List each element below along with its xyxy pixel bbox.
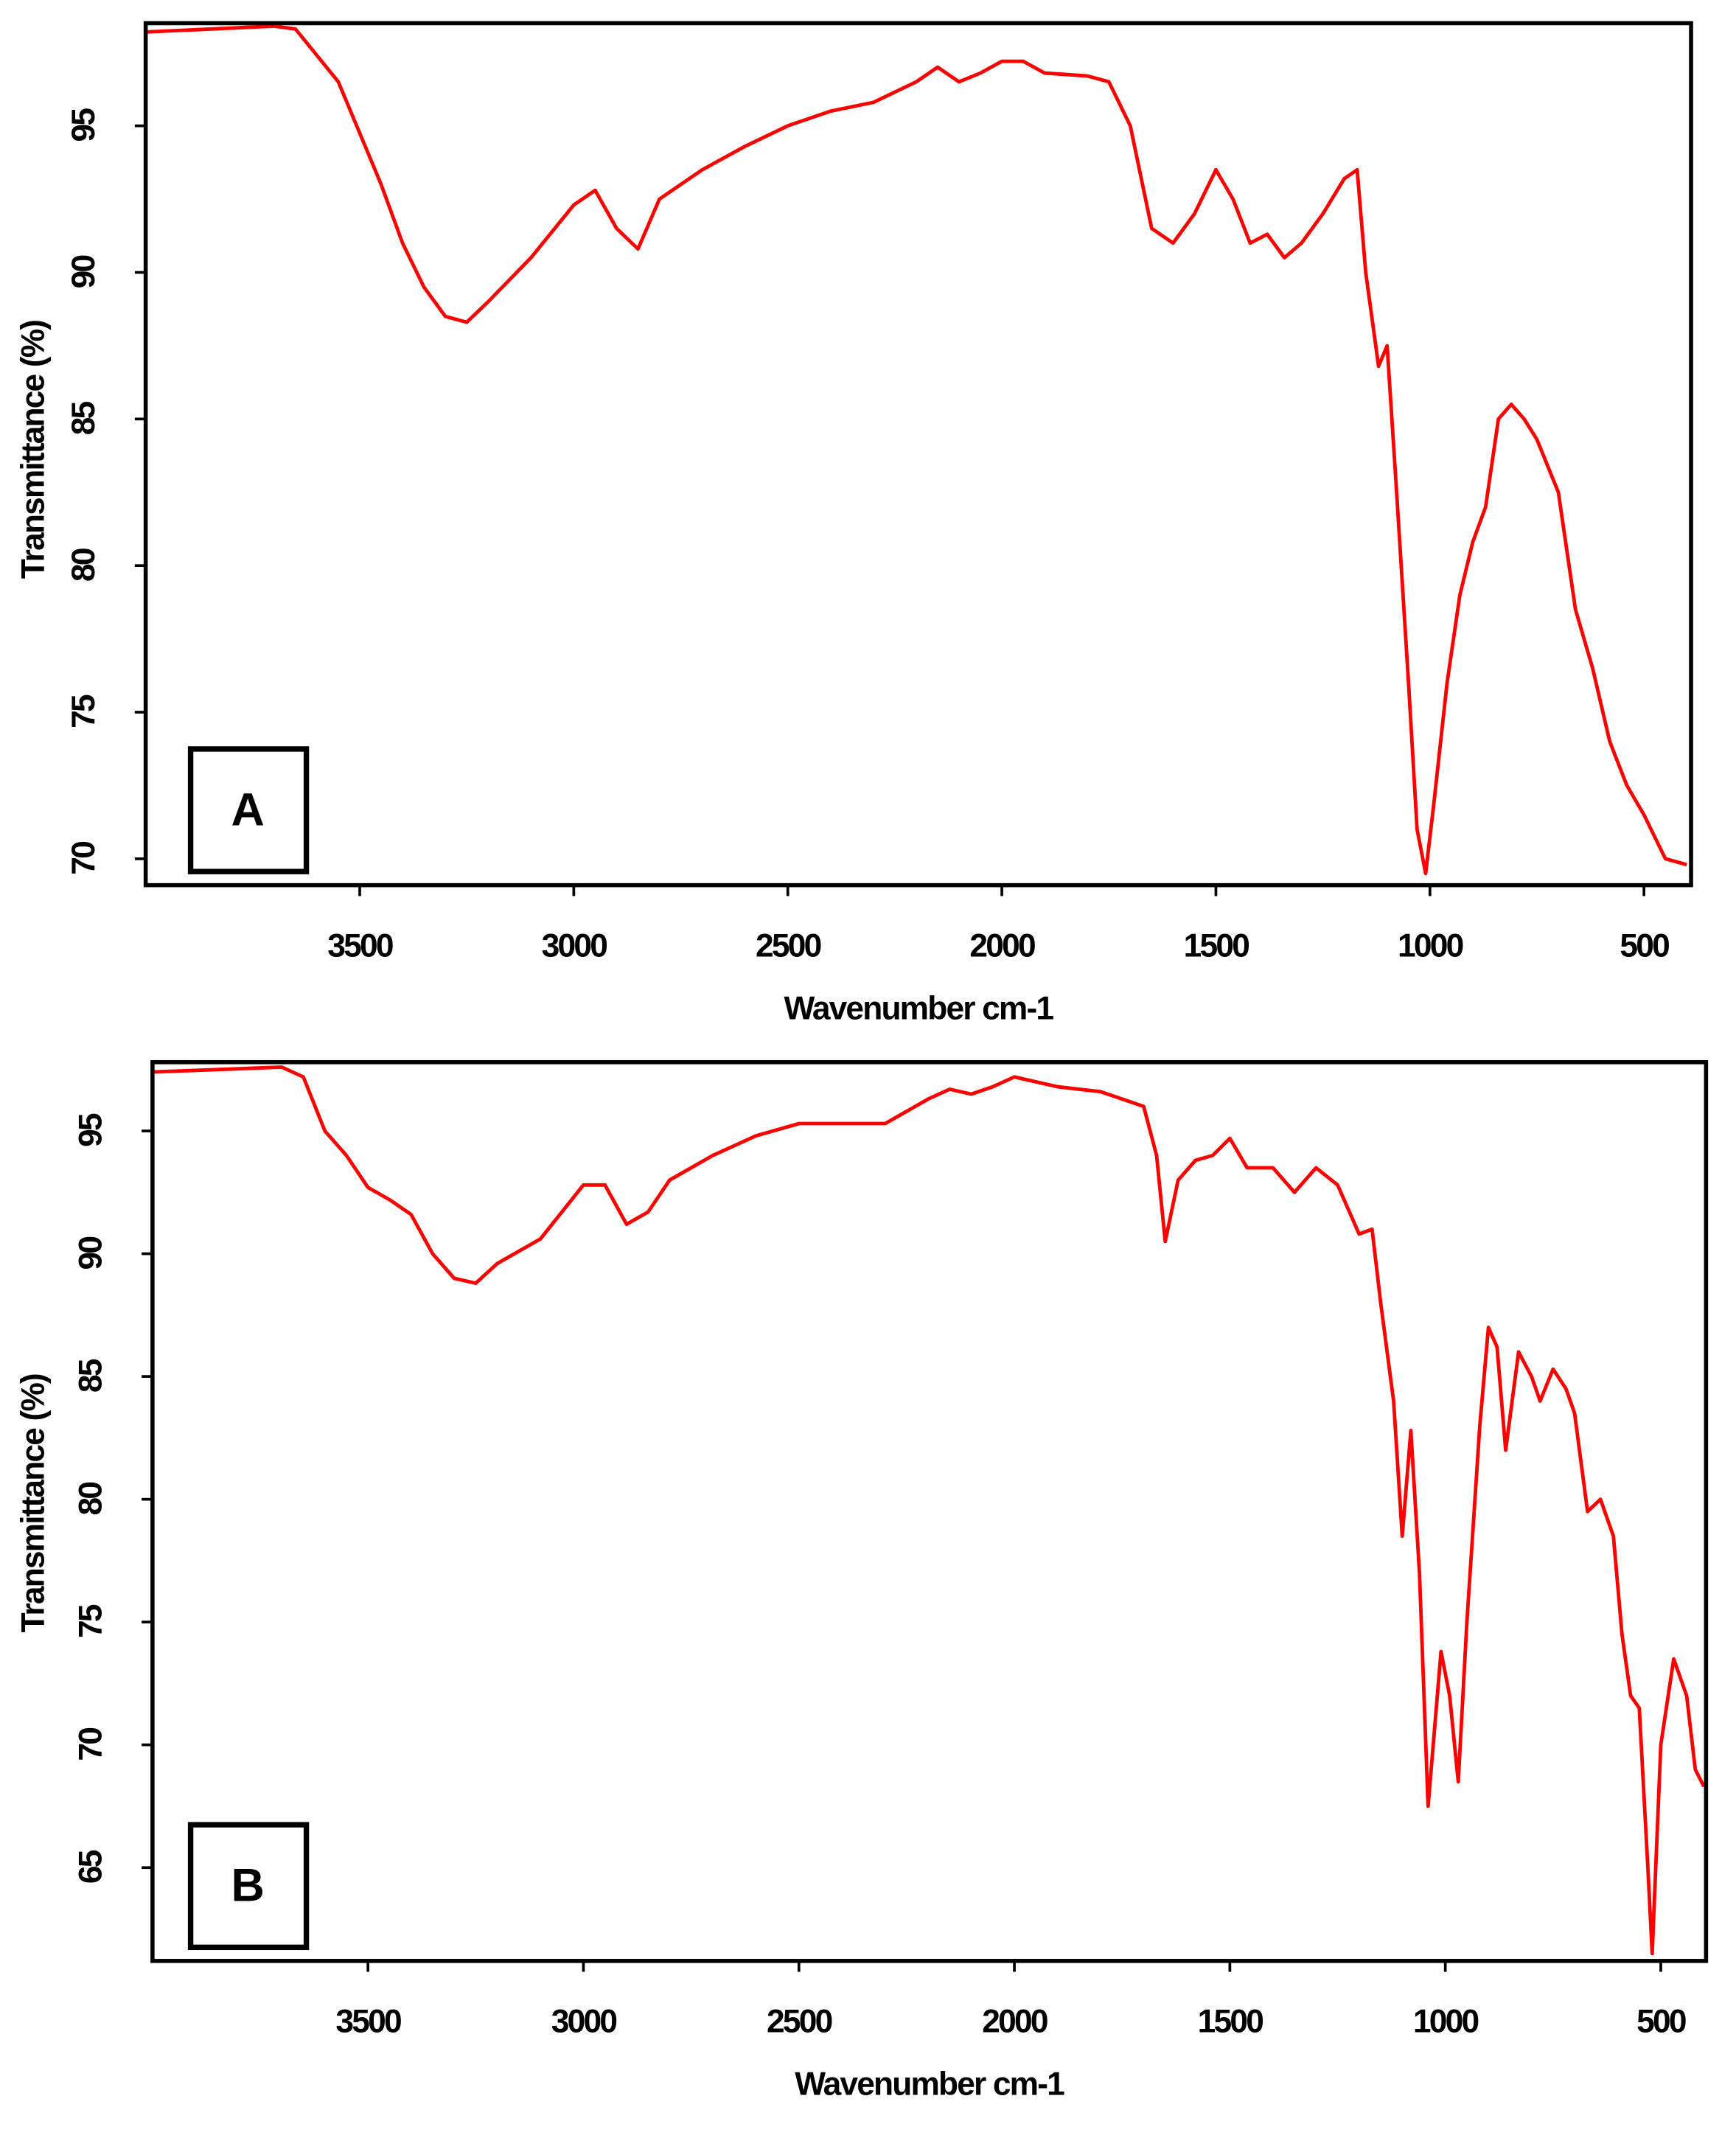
- x-tick-label: 1000: [1398, 927, 1463, 964]
- spectrum-line: [152, 1065, 1706, 1956]
- x-tick-label: 2000: [969, 927, 1035, 964]
- plot-frame: [150, 1059, 1709, 1963]
- x-tick-label: 3500: [335, 2003, 401, 2039]
- y-tick-label: 80: [66, 549, 102, 582]
- plot-area: [145, 24, 1687, 876]
- x-tick-label: 3500: [327, 927, 393, 964]
- panel-label: A: [231, 784, 264, 835]
- plot-frame: [143, 21, 1693, 888]
- y-tick-label: 75: [72, 1604, 108, 1638]
- plot-area: [152, 1065, 1706, 1956]
- spectrum-line: [145, 24, 1687, 876]
- panel-box: [187, 1822, 310, 1951]
- x-tick-label: 1500: [1184, 927, 1249, 964]
- x-axis-title: Wavenumber cm-1: [795, 2066, 1064, 2102]
- y-tick-label: 80: [72, 1483, 108, 1516]
- x-tick-label: 1000: [1413, 2003, 1479, 2039]
- x-tick-label: 2000: [982, 2003, 1047, 2039]
- y-tick-label: 70: [66, 842, 102, 875]
- y-tick-label: 90: [72, 1237, 108, 1270]
- y-tick-label: 75: [66, 694, 102, 728]
- x-tick-label: 1500: [1198, 2003, 1263, 2039]
- y-tick-label: 85: [66, 401, 102, 435]
- x-axis-title: Wavenumber cm-1: [784, 990, 1054, 1026]
- y-tick-label: 90: [66, 255, 102, 288]
- y-tick-label: 70: [72, 1728, 108, 1761]
- y-tick-label: 95: [72, 1113, 108, 1147]
- panel-label: B: [231, 1860, 264, 1912]
- x-tick-label: 2500: [767, 2003, 832, 2039]
- y-axis-title: Transmittance (%): [15, 321, 52, 579]
- y-axis-title: Transmittance (%): [15, 1374, 52, 1632]
- x-tick-label: 2500: [756, 927, 821, 964]
- y-tick-label: 65: [72, 1850, 108, 1884]
- x-tick-label: 500: [1636, 2003, 1686, 2039]
- y-tick-label: 85: [72, 1359, 108, 1393]
- x-tick-label: 3000: [551, 2003, 617, 2039]
- x-tick-label: 500: [1620, 927, 1669, 964]
- panel-box: [187, 746, 310, 874]
- y-tick-label: 95: [66, 108, 102, 142]
- x-tick-label: 3000: [542, 927, 607, 964]
